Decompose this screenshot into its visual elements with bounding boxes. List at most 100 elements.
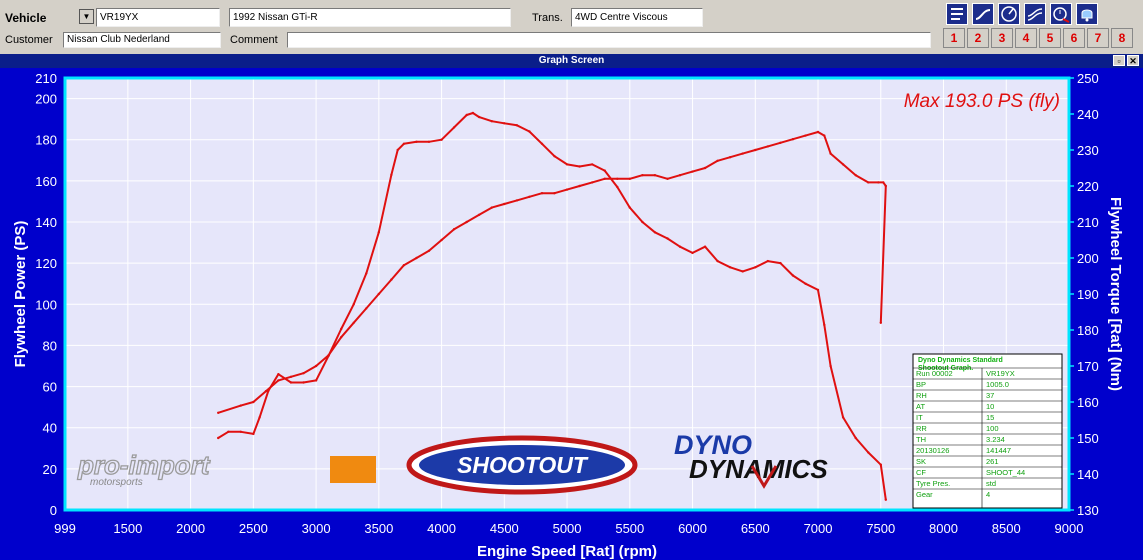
preset-button-4[interactable]: 4 — [1015, 28, 1037, 48]
x-tick-3: 2500 — [239, 521, 268, 536]
torque-point-45 — [791, 138, 795, 141]
torque-point-23 — [515, 199, 519, 202]
torque-point-6 — [302, 372, 305, 375]
power-point-56 — [867, 451, 870, 454]
power-point-36 — [628, 206, 631, 209]
torque-point-27 — [565, 188, 569, 191]
x-tick-10: 6000 — [678, 521, 707, 536]
power-point-1 — [227, 430, 230, 433]
info-value-9: SHOOT_44 — [986, 468, 1025, 477]
info-value-3: 10 — [986, 402, 994, 411]
info-value-1: 1005.0 — [986, 380, 1009, 389]
y2-tick-3: 160 — [1077, 395, 1099, 410]
info-key-1: BP — [916, 380, 926, 389]
torque-point-21 — [490, 206, 493, 209]
vehicle-label: Vehicle — [5, 11, 47, 25]
torque-point-12 — [377, 292, 380, 296]
info-key-4: IT — [916, 413, 923, 422]
preset-button-2[interactable]: 2 — [967, 28, 989, 48]
power-point-12 — [352, 303, 355, 306]
torque-point-51 — [854, 174, 857, 177]
power-point-42 — [703, 245, 707, 248]
power-point-3 — [252, 432, 255, 436]
power-point-45 — [741, 270, 744, 273]
x-tick-12: 7000 — [804, 521, 833, 536]
torque-point-11 — [365, 307, 368, 310]
power-point-22 — [465, 113, 468, 117]
y-tick-1: 20 — [43, 462, 57, 477]
customer-field[interactable]: Nissan Club Nederland — [63, 32, 221, 48]
power-point-8 — [302, 381, 305, 384]
info-value-6: 3.234 — [986, 435, 1005, 444]
torque-point-46 — [804, 134, 807, 137]
torque-point-3 — [264, 390, 268, 393]
power-point-41 — [691, 251, 694, 255]
power-point-47 — [766, 259, 769, 263]
power-point-32 — [578, 165, 581, 168]
power-point-26 — [503, 122, 506, 125]
vehicle-model-field[interactable]: 1992 Nissan GTi-R — [229, 8, 511, 27]
power-point-18 — [415, 140, 418, 143]
torque-point-13 — [390, 278, 393, 281]
y-tick-4: 80 — [43, 338, 57, 353]
gauge-icon[interactable] — [998, 3, 1020, 25]
info-value-2: 37 — [986, 391, 994, 400]
preset-button-1[interactable]: 1 — [943, 28, 965, 48]
torque-point-0 — [217, 411, 220, 414]
power-point-34 — [603, 169, 606, 172]
customer-label: Customer — [5, 34, 53, 46]
torque-point-50 — [841, 163, 845, 166]
stopwatch-icon[interactable] — [1050, 3, 1072, 25]
preset-button-7[interactable]: 7 — [1087, 28, 1109, 48]
power-point-33 — [591, 163, 594, 166]
dyno-dynamics-logo: DYNO DYNAMICS — [674, 430, 828, 489]
torque-point-7 — [314, 364, 318, 368]
torque-point-24 — [528, 195, 531, 198]
power-point-54 — [841, 416, 845, 419]
info-key-6: TH — [916, 435, 926, 444]
preset-button-3[interactable]: 3 — [991, 28, 1013, 48]
y2-tick-0: 130 — [1077, 503, 1099, 518]
list-icon[interactable] — [946, 3, 968, 25]
preset-button-8[interactable]: 8 — [1111, 28, 1133, 48]
torque-point-29 — [591, 181, 594, 184]
info-key-9: CF — [916, 468, 926, 477]
power-point-4 — [258, 416, 261, 419]
torque-point-34 — [653, 174, 657, 177]
torque-point-16 — [427, 249, 431, 252]
info-key-5: RR — [916, 424, 927, 433]
info-value-7: 141447 — [986, 446, 1011, 455]
bell-icon[interactable] — [1076, 3, 1098, 25]
restore-button[interactable]: ▫ — [1113, 55, 1125, 66]
torque-point-19 — [465, 220, 468, 224]
power-curve-icon[interactable] — [972, 3, 994, 25]
torque-point-33 — [641, 174, 644, 177]
power-point-39 — [666, 237, 669, 240]
shootout-text: SHOOTOUT — [457, 452, 589, 478]
torque-point-2 — [252, 400, 255, 404]
power-point-6 — [277, 373, 280, 376]
y-tick-9: 180 — [35, 133, 57, 148]
x-tick-4: 3000 — [302, 521, 331, 536]
proimport-subtext: motorsports — [90, 477, 143, 488]
x-tick-14: 8000 — [929, 521, 958, 536]
comment-field[interactable] — [287, 32, 931, 48]
power-point-16 — [396, 148, 399, 152]
trans-field[interactable]: 4WD Centre Viscous — [571, 8, 703, 27]
torque-point-56 — [879, 321, 882, 324]
vehicle-header: Vehicle ▼ VR19YX 1992 Nissan GTi-R Trans… — [0, 0, 940, 54]
vehicle-dropdown-button[interactable]: ▼ — [79, 9, 94, 24]
preset-button-6[interactable]: 6 — [1063, 28, 1085, 48]
info-value-5: 100 — [986, 424, 999, 433]
torque-point-5 — [289, 375, 293, 378]
torque-point-52 — [867, 181, 870, 184]
power-point-19 — [427, 140, 431, 143]
torque-point-18 — [452, 228, 456, 231]
vehicle-reg-field[interactable]: VR19YX — [96, 8, 220, 27]
graph-window-titlebar: Graph Screen ▫ ✕ — [0, 54, 1143, 68]
power-point-0 — [217, 436, 220, 440]
power-point-24 — [478, 115, 481, 119]
preset-button-5[interactable]: 5 — [1039, 28, 1061, 48]
multi-curve-icon[interactable] — [1024, 3, 1046, 25]
close-button[interactable]: ✕ — [1127, 55, 1139, 66]
